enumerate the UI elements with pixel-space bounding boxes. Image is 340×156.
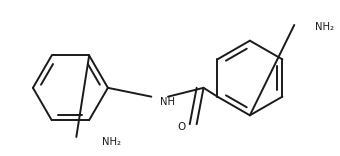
Text: NH₂: NH₂ xyxy=(102,137,121,147)
Text: O: O xyxy=(178,122,186,132)
Text: NH₂: NH₂ xyxy=(315,22,334,32)
Text: NH: NH xyxy=(159,97,174,107)
